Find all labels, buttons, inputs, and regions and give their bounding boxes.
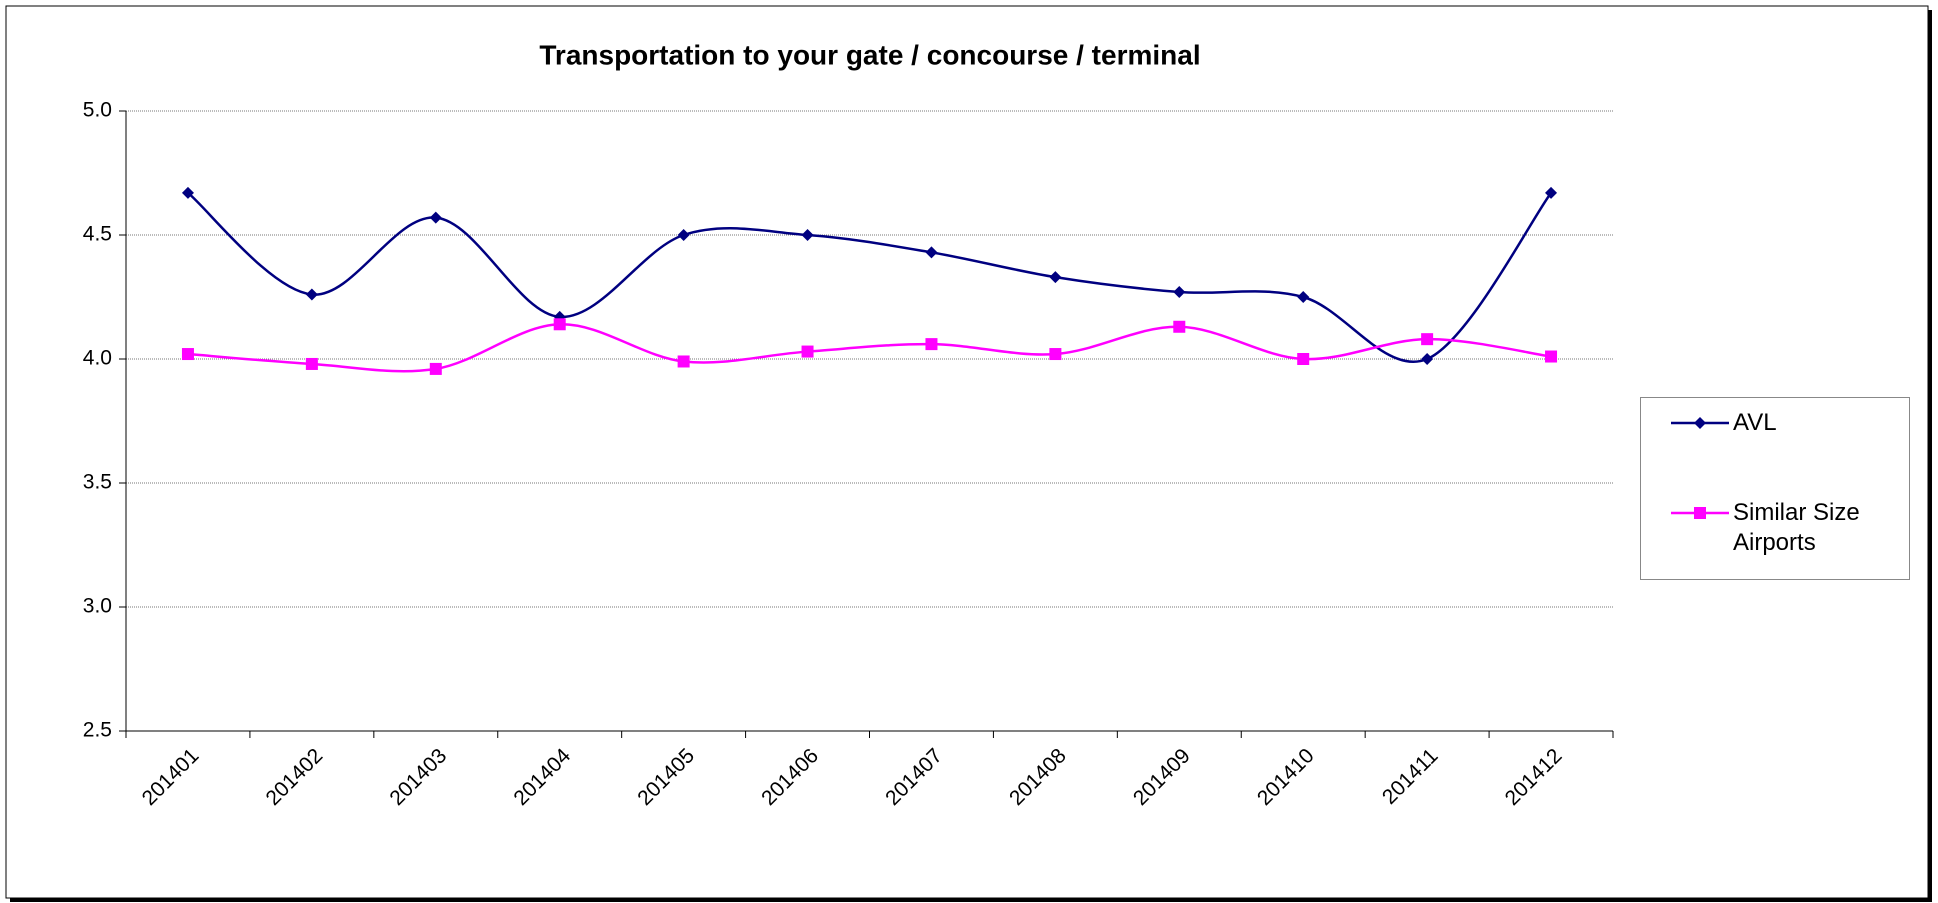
- marker: [1049, 348, 1062, 361]
- marker: [677, 229, 690, 241]
- marker: [429, 211, 442, 224]
- y-tick-label: 3.5: [83, 471, 112, 494]
- y-tick-label: 4.0: [83, 347, 112, 370]
- marker: [1297, 353, 1310, 365]
- legend-label: Similar Size Airports: [1733, 499, 1860, 556]
- y-tick-label: 4.5: [83, 223, 112, 246]
- marker: [1049, 271, 1062, 284]
- marker: [925, 338, 938, 351]
- marker: [1297, 291, 1310, 303]
- marker: [1694, 507, 1706, 519]
- y-tick-label: 5.0: [83, 99, 112, 122]
- legend-label: AVL: [1733, 409, 1777, 436]
- marker: [1694, 417, 1706, 429]
- y-tick-label: 3.0: [83, 595, 112, 618]
- marker: [1545, 186, 1558, 199]
- marker: [553, 318, 566, 331]
- marker: [305, 357, 318, 370]
- marker: [1545, 350, 1558, 363]
- y-tick-label: 2.5: [83, 719, 112, 742]
- legend-swatch: [1671, 417, 1729, 429]
- marker: [925, 246, 938, 259]
- chart-title: Transportation to your gate / concourse …: [539, 39, 1200, 70]
- marker: [1421, 333, 1434, 346]
- legend-item: Similar Size Airports: [1641, 498, 1909, 558]
- series-line: [187, 323, 1552, 373]
- legend-item: AVL: [1641, 408, 1909, 468]
- marker: [801, 345, 814, 358]
- series-line: [187, 191, 1553, 363]
- marker: [1173, 286, 1186, 299]
- legend: AVL Similar Size Airports: [1640, 397, 1910, 580]
- marker: [1421, 353, 1434, 365]
- marker: [181, 348, 194, 361]
- marker: [181, 186, 194, 199]
- legend-swatch: [1671, 507, 1729, 519]
- frame: [5, 5, 1929, 899]
- marker: [429, 362, 442, 375]
- marker: [1173, 320, 1186, 333]
- marker: [801, 229, 814, 241]
- marker: [677, 355, 690, 368]
- marker: [305, 288, 318, 301]
